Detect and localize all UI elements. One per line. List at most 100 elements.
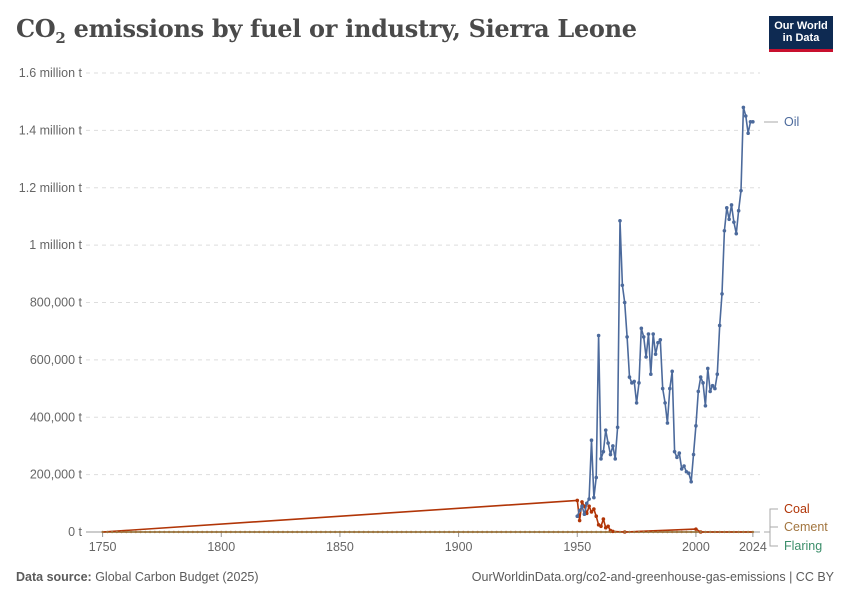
data-point-oil	[606, 441, 610, 445]
data-point-oil	[703, 403, 708, 408]
data-point-baseline	[533, 530, 536, 534]
data-point-oil	[720, 292, 724, 296]
legend-label-oil: Oil	[784, 115, 799, 129]
data-point-baseline	[561, 530, 565, 534]
data-point-coal	[575, 498, 580, 503]
data-point-oil	[698, 375, 703, 379]
data-point-oil	[736, 208, 741, 213]
data-point-baseline	[262, 530, 266, 534]
data-point-baseline	[571, 530, 574, 534]
data-point-baseline	[462, 530, 465, 534]
data-point-baseline	[286, 530, 289, 534]
data-point-baseline	[542, 530, 546, 534]
data-point-oil	[589, 438, 594, 443]
data-point-baseline	[661, 530, 664, 534]
owid-logo[interactable]: Our World in Data	[769, 16, 833, 52]
data-point-baseline	[708, 530, 712, 534]
data-point-oil	[724, 206, 729, 210]
data-source: Data source: Global Carbon Budget (2025)	[16, 570, 259, 584]
data-point-oil	[670, 369, 674, 374]
y-tick-label: 1.2 million t	[19, 181, 83, 195]
data-point-oil	[603, 428, 608, 432]
data-point-baseline	[329, 530, 332, 534]
data-point-baseline	[125, 530, 128, 534]
data-point-coal	[594, 514, 599, 519]
data-point-oil	[580, 504, 584, 508]
data-point-baseline	[376, 530, 380, 534]
data-point-baseline	[163, 530, 166, 534]
data-point-oil	[637, 381, 641, 385]
data-point-coal	[694, 527, 698, 531]
data-point-baseline	[504, 530, 508, 534]
data-point-oil	[613, 457, 618, 461]
data-point-baseline	[215, 530, 218, 534]
data-point-oil	[677, 451, 682, 455]
data-point-baseline	[201, 530, 204, 534]
data-point-baseline	[751, 530, 755, 534]
data-point-baseline	[595, 530, 598, 534]
data-point-baseline	[272, 530, 275, 534]
data-point-baseline	[732, 530, 736, 534]
data-point-oil	[608, 452, 613, 457]
data-point-baseline	[153, 530, 157, 534]
data-point-oil	[594, 475, 599, 480]
data-point-oil	[675, 455, 679, 460]
data-point-oil	[660, 386, 665, 391]
data-point-baseline	[433, 530, 437, 534]
data-point-oil	[622, 300, 627, 305]
data-point-baseline	[704, 530, 707, 534]
data-point-baseline	[172, 530, 176, 534]
data-point-baseline	[229, 530, 232, 534]
data-point-oil	[689, 479, 693, 484]
data-point-baseline	[409, 530, 413, 534]
data-point-baseline	[495, 530, 498, 534]
data-point-baseline	[500, 530, 503, 534]
data-point-oil	[679, 467, 684, 471]
data-point-baseline	[248, 530, 251, 534]
data-point-coal	[589, 510, 594, 514]
data-point-baseline	[523, 530, 527, 534]
data-point-oil	[746, 131, 750, 136]
data-point-baseline	[481, 530, 484, 534]
data-point-baseline	[343, 530, 346, 534]
data-point-baseline	[182, 530, 185, 534]
data-point-baseline	[614, 530, 617, 534]
data-point-baseline	[476, 530, 479, 534]
data-point-baseline	[224, 530, 228, 534]
source-url-link[interactable]: OurWorldinData.org/co2-and-greenhouse-ga…	[471, 570, 834, 584]
data-point-coal	[601, 517, 606, 521]
data-point-baseline	[609, 530, 612, 534]
data-point-baseline	[718, 530, 721, 534]
data-point-baseline	[519, 530, 522, 534]
data-point-oil	[691, 452, 696, 457]
data-point-oil	[710, 383, 715, 388]
data-point-baseline	[129, 530, 133, 534]
data-point-baseline	[637, 530, 641, 534]
data-point-baseline	[699, 530, 702, 534]
data-point-baseline	[110, 530, 114, 534]
data-point-oil	[627, 375, 632, 379]
legend-label-coal: Coal	[784, 502, 810, 516]
data-point-oil	[601, 449, 606, 454]
data-point-baseline	[405, 530, 408, 534]
data-point-coal	[599, 524, 603, 529]
data-point-oil	[587, 497, 591, 501]
data-point-baseline	[362, 530, 365, 534]
data-point-baseline	[685, 530, 688, 534]
data-point-baseline	[680, 530, 683, 534]
data-point-oil	[701, 381, 705, 385]
data-point-oil	[739, 188, 743, 193]
data-point-baseline	[689, 530, 693, 534]
data-point-oil	[672, 449, 677, 454]
data-point-baseline	[547, 530, 550, 534]
data-point-baseline	[585, 530, 588, 534]
data-point-baseline	[675, 530, 679, 534]
data-point-baseline	[628, 530, 631, 534]
data-point-oil	[639, 326, 644, 331]
data-point-baseline	[305, 530, 308, 534]
data-point-oil	[611, 444, 615, 448]
data-point-baseline	[566, 530, 569, 534]
data-point-baseline	[210, 530, 213, 534]
data-point-baseline	[457, 530, 460, 534]
data-point-oil	[722, 228, 727, 233]
